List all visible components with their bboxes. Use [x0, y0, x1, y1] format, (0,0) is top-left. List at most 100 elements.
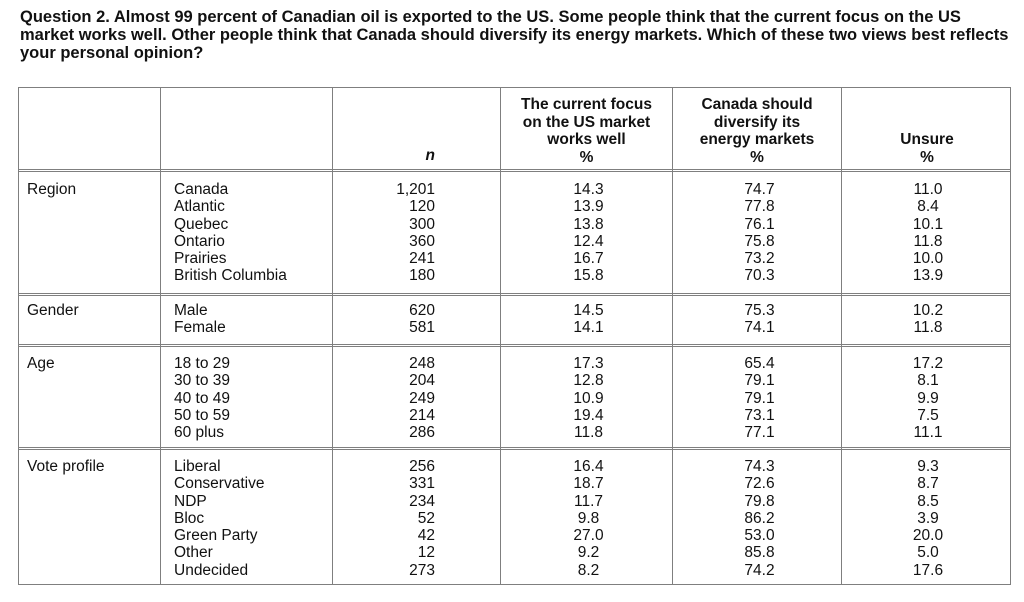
row-label: Ontario	[174, 232, 225, 250]
row-label: 18 to 29	[174, 355, 231, 372]
cell-n: 241	[409, 250, 435, 268]
cell-unsure: 5.0	[917, 544, 939, 562]
cell-n: 248	[409, 355, 435, 372]
cell-diversify: 74.2	[744, 561, 775, 579]
row-label: Canada	[174, 181, 229, 198]
row-label: Quebec	[174, 215, 229, 233]
cell-n: 256	[409, 458, 435, 475]
group-label: Age	[27, 355, 55, 372]
cell-focus: 16.4	[573, 458, 604, 475]
cell-n: 120	[409, 198, 435, 216]
table-header: n The current focus on the US market wor…	[19, 88, 1010, 166]
cell-unsure: 7.5	[917, 406, 939, 424]
cell-focus: 14.1	[573, 319, 604, 337]
group-rule	[19, 447, 1010, 450]
cell-n: 249	[409, 389, 435, 407]
cell-n: 360	[409, 232, 435, 250]
cell-diversify: 75.8	[744, 232, 775, 250]
cell-diversify: 85.8	[744, 544, 775, 562]
cell-focus: 15.8	[573, 267, 604, 285]
cell-diversify: 65.4	[744, 355, 775, 372]
cell-diversify: 70.3	[744, 267, 775, 285]
cell-diversify: 79.1	[744, 389, 775, 407]
cell-diversify: 79.8	[744, 492, 775, 510]
cell-unsure: 11.1	[913, 424, 943, 442]
cell-focus: 17.3	[573, 355, 604, 372]
cell-n: 581	[409, 319, 435, 337]
group-rule	[19, 293, 1010, 296]
cell-diversify: 74.7	[744, 181, 775, 198]
group-rule	[19, 344, 1010, 347]
cell-n: 234	[409, 492, 435, 510]
cell-diversify: 74.1	[744, 319, 775, 337]
header-current-focus: The current focus on the US market works…	[521, 96, 652, 166]
group-label: Vote profile	[27, 458, 105, 475]
cell-n: 204	[409, 372, 435, 390]
row-label: NDP	[174, 492, 207, 510]
cell-unsure: 8.1	[917, 372, 939, 390]
cell-unsure: 17.6	[912, 561, 944, 579]
cell-diversify: 79.1	[744, 372, 775, 390]
cell-unsure: 8.5	[917, 492, 939, 510]
cell-unsure: 11.0	[913, 181, 943, 198]
cell-unsure: 17.2	[912, 355, 944, 372]
cell-focus: 27.0	[573, 527, 604, 545]
column-divider	[672, 88, 673, 584]
cell-diversify: 77.1	[744, 424, 775, 442]
cell-focus: 10.9	[573, 389, 604, 407]
row-label: Prairies	[174, 250, 227, 268]
cell-focus: 19.4	[573, 406, 604, 424]
row-label: 40 to 49	[174, 389, 231, 407]
cell-focus: 9.2	[577, 544, 600, 562]
cell-focus: 8.2	[577, 561, 600, 579]
header-n: n	[425, 146, 435, 164]
cell-unsure: 9.9	[917, 389, 939, 407]
cell-n: 52	[417, 509, 435, 527]
cell-unsure: 13.9	[912, 267, 944, 285]
cell-n: 1,201	[396, 181, 435, 198]
cell-n: 180	[409, 267, 435, 285]
cell-unsure: 9.3	[917, 458, 939, 475]
cell-focus: 14.5	[573, 302, 604, 319]
column-divider	[841, 88, 842, 584]
cell-focus: 13.9	[573, 198, 604, 216]
cell-n: 331	[409, 475, 435, 493]
cell-diversify: 86.2	[744, 509, 775, 527]
cell-diversify: 76.1	[744, 215, 775, 233]
row-label: Conservative	[174, 475, 265, 493]
cell-unsure: 11.8	[913, 232, 943, 250]
cell-unsure: 10.2	[912, 302, 944, 319]
row-label: British Columbia	[174, 267, 287, 285]
cell-unsure: 8.4	[917, 198, 939, 216]
question-text: Question 2. Almost 99 percent of Canadia…	[20, 8, 1009, 62]
cell-focus: 12.8	[573, 372, 604, 390]
cell-diversify: 72.6	[744, 475, 775, 493]
cell-focus: 11.8	[573, 424, 604, 442]
row-label: Bloc	[174, 509, 205, 527]
cell-diversify: 74.3	[744, 458, 775, 475]
header-unsure: Unsure %	[900, 131, 954, 166]
cell-diversify: 77.8	[744, 198, 775, 216]
cell-diversify: 53.0	[744, 527, 775, 545]
cell-diversify: 75.3	[744, 302, 775, 319]
row-label: Male	[174, 302, 208, 319]
row-label: 50 to 59	[174, 406, 231, 424]
cell-n: 214	[409, 406, 435, 424]
group-label: Gender	[27, 302, 79, 319]
cell-n: 620	[409, 302, 435, 319]
cell-n: 42	[417, 527, 435, 545]
row-label: Liberal	[174, 458, 221, 475]
cell-focus: 14.3	[573, 181, 604, 198]
cell-focus: 16.7	[573, 250, 604, 268]
cell-n: 12	[417, 544, 435, 562]
row-label: 60 plus	[174, 424, 224, 442]
row-label: Atlantic	[174, 198, 225, 216]
row-label: Green Party	[174, 527, 258, 545]
cell-n: 273	[409, 561, 435, 579]
row-label: Other	[174, 544, 213, 562]
row-label: Female	[174, 319, 226, 337]
cell-unsure: 20.0	[912, 527, 944, 545]
cell-focus: 18.7	[573, 475, 604, 493]
results-table: n The current focus on the US market wor…	[18, 87, 1011, 585]
cell-unsure: 3.9	[917, 509, 939, 527]
